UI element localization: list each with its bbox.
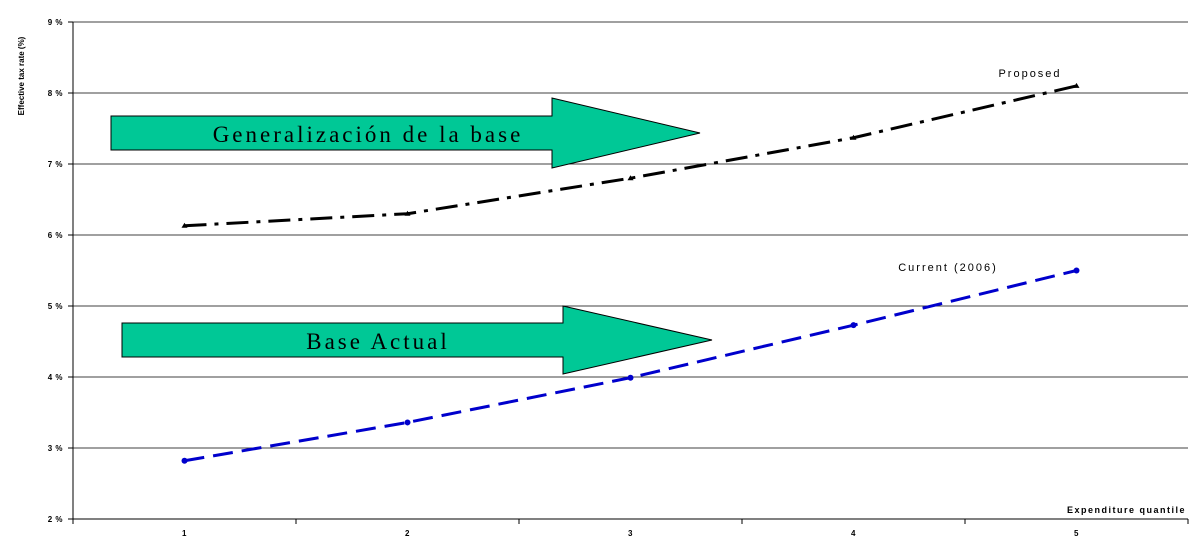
x-axis-title: Expenditure quantile (1067, 505, 1186, 515)
series-point (404, 419, 411, 426)
series (181, 82, 1080, 464)
y-tick-label: 2 % (48, 515, 63, 524)
axes (68, 21, 1189, 524)
y-tick-label: 5 % (48, 302, 63, 311)
series-point (1073, 267, 1080, 274)
y-axis-title: Effective tax rate (%) (17, 36, 26, 115)
y-tick-label: 9 % (48, 18, 63, 27)
series-point (1073, 82, 1080, 88)
y-tick-label: 6 % (48, 231, 63, 240)
y-tick-label: 8 % (48, 89, 63, 98)
series-line (184, 84, 1077, 228)
x-tick-label: 1 (182, 529, 187, 538)
series-point (627, 175, 634, 181)
annotation-arrow (110, 97, 701, 169)
series-point (181, 457, 188, 464)
series-point (850, 134, 857, 140)
annotation-arrow-label: Generalización de la base (213, 122, 524, 147)
grid-lines (73, 21, 1188, 449)
y-tick-label: 3 % (48, 444, 63, 453)
labels: 2 % 3 % 4 % 5 % 6 % 7 % 8 % 9 % 1 2 3 4 5 Expenditure… (17, 18, 1186, 538)
x-tick-label: 4 (851, 529, 856, 538)
series-point (850, 322, 857, 329)
series-label: Proposed (998, 68, 1061, 80)
x-tick-label: 2 (405, 529, 410, 538)
series-line (184, 269, 1077, 463)
y-tick-label: 4 % (48, 373, 63, 382)
annotation-arrow (121, 305, 713, 375)
annotation-arrow-label: Base Actual (306, 329, 450, 354)
series-point (627, 374, 634, 381)
series-point (404, 210, 411, 216)
annotations: Generalización de la base Base Actual (110, 97, 713, 375)
x-tick-label: 3 (628, 529, 633, 538)
x-tick-label: 5 (1074, 529, 1079, 538)
y-tick-label: 7 % (48, 160, 63, 169)
series-label: Current (2006) (898, 262, 998, 274)
series-point (181, 222, 188, 228)
